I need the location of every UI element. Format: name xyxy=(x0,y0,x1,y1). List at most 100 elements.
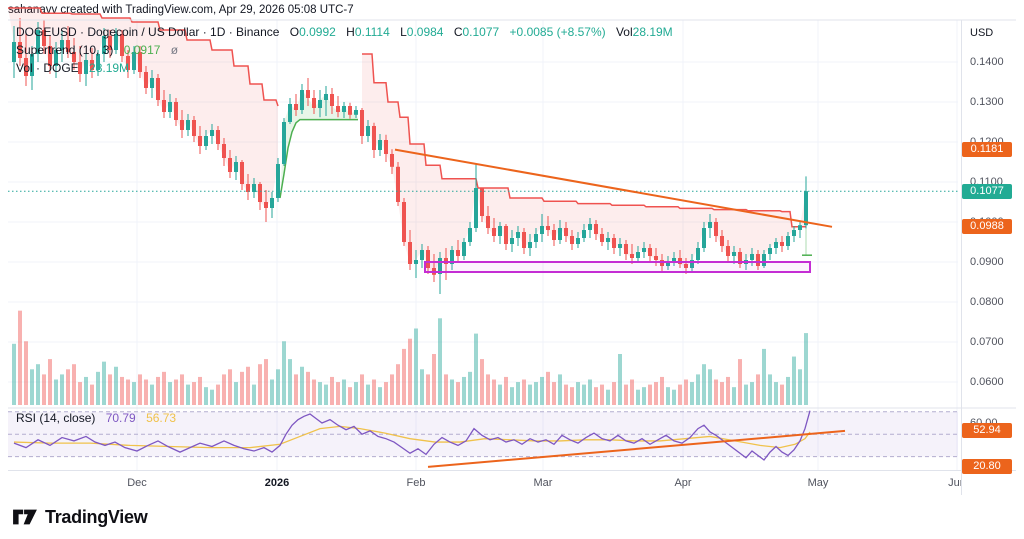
volume-bar xyxy=(564,384,568,405)
volume-bar xyxy=(672,389,676,405)
rsi-value: 70.79 xyxy=(105,411,136,425)
candle-body xyxy=(114,34,118,50)
volume-bar xyxy=(318,382,322,405)
candle-body xyxy=(636,252,640,258)
candle-body xyxy=(390,154,394,167)
candle-body xyxy=(570,236,574,244)
volume-bar xyxy=(390,374,394,405)
volume-bar xyxy=(180,374,184,405)
time-tick-label: Apr xyxy=(674,477,692,489)
candle-body xyxy=(468,228,472,242)
candle-body xyxy=(378,140,382,150)
candle-body xyxy=(690,260,694,268)
volume-bar xyxy=(648,384,652,405)
candle-body xyxy=(132,52,136,70)
candle-body xyxy=(408,242,412,264)
candle-body xyxy=(348,106,352,115)
rsi-ma-value: 56.73 xyxy=(146,411,177,425)
volume-bar xyxy=(354,382,358,405)
volume-bar xyxy=(282,341,286,405)
volume-bar xyxy=(396,364,400,405)
candle-body xyxy=(198,136,202,146)
candle-body xyxy=(588,224,592,230)
legend-volume-row[interactable]: Vol · DOGE 28.19M xyxy=(16,60,673,76)
candle-body xyxy=(246,184,250,192)
volume-bar xyxy=(408,338,412,405)
volume-bar xyxy=(84,376,88,405)
candle-body xyxy=(396,166,400,202)
rsi-badge: 52.94 xyxy=(962,423,1012,439)
candle-body xyxy=(798,225,802,230)
candle-body xyxy=(738,252,742,264)
volume-bar xyxy=(372,379,376,405)
candle-body xyxy=(462,242,466,256)
volume-bar xyxy=(612,382,616,405)
price-badge: 0.1077 xyxy=(962,183,1012,199)
candle-body xyxy=(714,222,718,236)
candle-body xyxy=(228,158,232,172)
price-tick-label: 0.0900 xyxy=(970,256,1004,268)
price-tick-label: 0.1400 xyxy=(970,56,1004,68)
time-tick-label: Mar xyxy=(533,477,553,489)
supertrend-more-icon[interactable]: ø xyxy=(170,43,179,57)
volume-bar xyxy=(720,382,724,405)
candle-body xyxy=(774,242,778,248)
volume-bar xyxy=(168,382,172,405)
volume-bar xyxy=(660,376,664,405)
candle-body xyxy=(168,102,172,112)
volume-bar xyxy=(690,382,694,405)
volume-bar xyxy=(66,369,70,405)
volume-bar xyxy=(666,387,670,405)
close-value: 0.1077 xyxy=(462,25,500,39)
volume-bar xyxy=(186,384,190,405)
volume-bar xyxy=(96,371,100,405)
candle-body xyxy=(786,236,790,246)
candle-body xyxy=(294,104,298,110)
candle-body xyxy=(402,202,406,242)
volume-bar xyxy=(90,384,94,405)
candle-body xyxy=(426,250,430,268)
volume-bar xyxy=(618,354,622,405)
change-value: +0.0085 (+8.57%) xyxy=(509,25,606,39)
price-axis[interactable]: USD 0.14000.13000.12000.11000.10000.0900… xyxy=(961,20,1021,495)
candle-body xyxy=(372,126,376,150)
volume-bar xyxy=(558,374,562,405)
volume-bar xyxy=(12,343,16,405)
candle-body xyxy=(450,250,454,264)
candle-body xyxy=(534,234,538,242)
volume-bar xyxy=(210,389,214,405)
candle-body xyxy=(702,228,706,248)
candle-body xyxy=(36,30,40,54)
candle-body xyxy=(210,130,214,136)
volume-bar xyxy=(348,387,352,405)
candle-body xyxy=(258,184,262,202)
rsi-badge: 20.80 xyxy=(962,459,1012,475)
candle-body xyxy=(180,120,184,130)
candle-body xyxy=(192,120,196,136)
volume-bar xyxy=(786,376,790,405)
legend-supertrend-row[interactable]: Supertrend (10, 3) 0.0917 ø xyxy=(16,42,673,58)
supertrend-title: Supertrend (10, 3) xyxy=(16,43,114,57)
volume-bar xyxy=(804,333,808,405)
candle-body xyxy=(174,102,178,120)
volume-bar xyxy=(624,384,628,405)
volume-bar xyxy=(768,374,772,405)
volume-bar xyxy=(300,366,304,405)
time-tick-label: Dec xyxy=(127,477,147,489)
volume-bar xyxy=(570,387,574,405)
candle-body xyxy=(204,136,208,146)
volume-bar xyxy=(240,371,244,405)
price-badge: 0.0988 xyxy=(962,219,1012,235)
volume-bar xyxy=(72,364,76,405)
candle-body xyxy=(756,254,760,266)
candle-body xyxy=(792,230,796,236)
legend-symbol-row[interactable]: DOGEUSD · Dogecoin / US Dollar · 1D · Bi… xyxy=(16,24,673,40)
rsi-legend[interactable]: RSI (14, close) 70.79 56.73 xyxy=(16,411,176,425)
high-label: H xyxy=(346,25,355,39)
candle-body xyxy=(330,94,334,106)
tradingview-logo[interactable]: TradingView xyxy=(12,506,148,528)
time-tick-label: Feb xyxy=(406,477,426,489)
candle-body xyxy=(528,242,532,248)
time-axis[interactable]: Dec 2026 Feb Mar Apr May Jun xyxy=(8,471,961,495)
